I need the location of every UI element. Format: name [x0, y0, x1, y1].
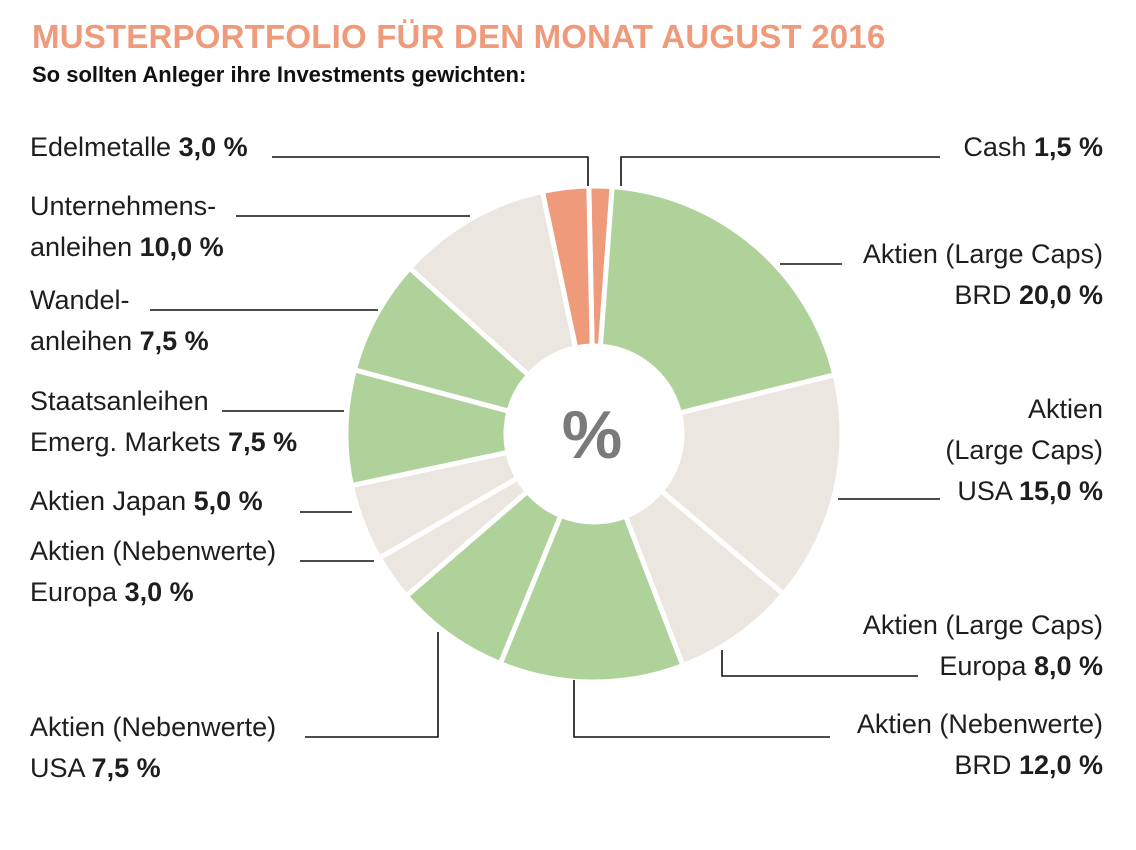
- label-line: BRD 20,0 %: [863, 275, 1103, 316]
- label-line: Edelmetalle 3,0 %: [30, 127, 248, 168]
- donut-hole: [506, 346, 682, 522]
- label-unternehmensanleihen: Unternehmens-anleihen 10,0 %: [30, 186, 224, 268]
- label-value: 20,0 %: [1018, 280, 1103, 310]
- label-line: Cash 1,5 %: [963, 127, 1103, 168]
- label-nebenwerte-europa: Aktien (Nebenwerte) Europa 3,0 %: [30, 531, 276, 613]
- label-line: Aktien Japan 5,0 %: [30, 481, 263, 522]
- label-line: Aktien (Nebenwerte): [30, 707, 276, 748]
- label-value: 5,0 %: [193, 486, 263, 516]
- leader-line-edelmetalle: [272, 156, 589, 186]
- label-text: Unternehmens-: [30, 191, 217, 221]
- label-large-caps-usa: Aktien (Large Caps) USA 15,0 %: [945, 389, 1103, 512]
- leader-line-cash: [620, 156, 940, 186]
- label-edelmetalle: Edelmetalle 3,0 %: [30, 127, 248, 168]
- label-line: USA 15,0 %: [945, 471, 1103, 512]
- label-staatsanleihen-em: Staatsanleihen Emerg. Markets 7,5 %: [30, 381, 297, 463]
- label-text: Emerg. Markets: [30, 427, 221, 457]
- label-text: Europa: [30, 577, 118, 607]
- label-text: Aktien (Nebenwerte): [30, 712, 277, 742]
- label-line: Aktien (Large Caps): [863, 234, 1103, 275]
- leader-lines: [150, 156, 940, 738]
- label-nebenwerte-brd: Aktien (Nebenwerte) BRD 12,0 %: [857, 704, 1103, 786]
- label-value: 15,0 %: [1018, 476, 1103, 506]
- label-line: BRD 12,0 %: [857, 745, 1103, 786]
- label-text: anleihen: [30, 232, 133, 262]
- label-line: Wandel-: [30, 280, 209, 321]
- label-line: Aktien (Nebenwerte): [30, 531, 276, 572]
- label-text: Europa: [939, 651, 1027, 681]
- label-value: 7,5 %: [91, 753, 161, 783]
- label-text: USA: [957, 476, 1012, 506]
- label-text: Aktien: [1027, 394, 1103, 424]
- center-percent-symbol: %: [562, 397, 622, 473]
- leader-line-nebenwerte-usa: [305, 632, 439, 738]
- label-text: (Large Caps): [945, 435, 1103, 465]
- label-value: 3,0 %: [178, 132, 248, 162]
- label-value: 10,0 %: [139, 232, 224, 262]
- label-line: Staatsanleihen: [30, 381, 297, 422]
- label-text: Edelmetalle: [30, 132, 172, 162]
- label-large-caps-europa: Aktien (Large Caps) Europa 8,0 %: [863, 605, 1103, 687]
- label-line: USA 7,5 %: [30, 748, 276, 789]
- label-text: Aktien (Large Caps): [862, 239, 1103, 269]
- label-line: Aktien (Nebenwerte): [857, 704, 1103, 745]
- label-line: Aktien: [945, 389, 1103, 430]
- label-text: USA: [30, 753, 85, 783]
- label-line: anleihen 7,5 %: [30, 321, 209, 362]
- chart-subtitle: So sollten Anleger ihre Investments gewi…: [32, 62, 527, 87]
- label-value: 7,5 %: [139, 326, 209, 356]
- label-text: anleihen: [30, 326, 133, 356]
- label-value: 7,5 %: [228, 427, 298, 457]
- label-value: 3,0 %: [124, 577, 194, 607]
- label-value: 1,5 %: [1033, 132, 1103, 162]
- label-text: Staatsanleihen: [30, 386, 209, 416]
- label-line: Emerg. Markets 7,5 %: [30, 422, 297, 463]
- label-line: Aktien (Large Caps): [863, 605, 1103, 646]
- label-large-caps-brd: Aktien (Large Caps) BRD 20,0 %: [863, 234, 1103, 316]
- label-nebenwerte-usa: Aktien (Nebenwerte) USA 7,5 %: [30, 707, 276, 789]
- chart-title: MUSTERPORTFOLIO FÜR DEN MONAT AUGUST 201…: [32, 18, 886, 55]
- label-line: (Large Caps): [945, 430, 1103, 471]
- label-text: Cash: [963, 132, 1027, 162]
- label-japan: Aktien Japan 5,0 %: [30, 481, 263, 522]
- label-value: 8,0 %: [1033, 651, 1103, 681]
- label-line: Unternehmens-: [30, 186, 224, 227]
- label-text: Aktien (Nebenwerte): [30, 536, 277, 566]
- label-value: 12,0 %: [1018, 750, 1103, 780]
- label-wandelanleihen: Wandel-anleihen 7,5 %: [30, 280, 209, 362]
- leader-line-large-caps-europa: [721, 650, 918, 677]
- label-line: Europa 8,0 %: [863, 646, 1103, 687]
- label-line: Europa 3,0 %: [30, 572, 276, 613]
- donut-slices: [343, 183, 845, 685]
- label-cash: Cash 1,5 %: [963, 127, 1103, 168]
- label-text: Aktien (Large Caps): [862, 610, 1103, 640]
- leader-line-nebenwerte-brd: [573, 680, 830, 738]
- label-text: BRD: [954, 280, 1012, 310]
- label-text: BRD: [954, 750, 1012, 780]
- label-text: Aktien Japan: [30, 486, 187, 516]
- label-text: Aktien (Nebenwerte): [856, 709, 1103, 739]
- label-line: anleihen 10,0 %: [30, 227, 224, 268]
- label-text: Wandel-: [30, 285, 130, 315]
